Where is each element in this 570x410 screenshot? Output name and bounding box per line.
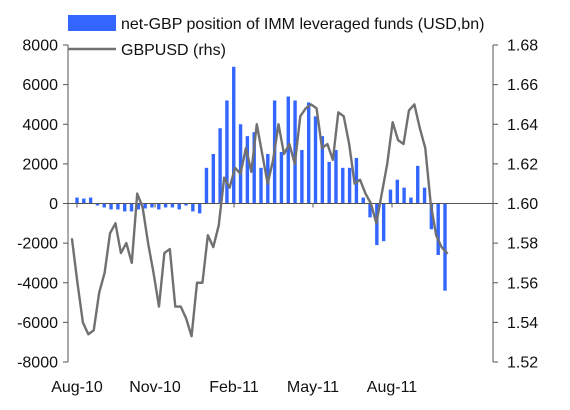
bar (116, 203, 120, 210)
bar (184, 203, 188, 206)
right-tick-label: 1.64 (507, 117, 538, 134)
line-layer (70, 103, 449, 338)
left-tick-label: -4000 (17, 275, 58, 292)
bar (320, 136, 325, 204)
left-tick-label: 0 (49, 196, 58, 213)
legend-bar-label: net-GBP position of IMM leveraged funds … (121, 16, 484, 33)
bar (143, 203, 147, 209)
bar (225, 100, 229, 204)
bar (341, 167, 345, 204)
left-tick-label: 8000 (22, 38, 58, 55)
bar (102, 203, 106, 208)
right-tick-label: 1.60 (507, 196, 538, 213)
bar (443, 203, 447, 291)
bar (429, 203, 434, 230)
axes-layer: -8000 -6000 -4000 -2000 0 2000 4000 6000 8000 1.5… (17, 38, 538, 397)
bar (395, 179, 399, 204)
x-tick-label: Aug-11 (367, 379, 418, 396)
legend-line-label: GBPUSD (rhs) (121, 42, 226, 59)
bar (259, 167, 263, 204)
left-tick-label: -6000 (17, 315, 58, 332)
bar (327, 161, 331, 204)
left-tick-label: 2000 (22, 156, 58, 173)
left-tick-label: -2000 (17, 236, 58, 253)
bar (170, 203, 175, 208)
bar (157, 203, 161, 210)
bar (245, 136, 250, 204)
bar (334, 150, 338, 204)
bar (286, 96, 290, 204)
bar (354, 157, 359, 204)
legend: net-GBP position of IMM leveraged funds … (68, 15, 484, 59)
bar (82, 198, 86, 204)
bar (368, 203, 372, 218)
bar (252, 132, 256, 204)
bar (123, 203, 127, 212)
right-tick-label: 1.56 (507, 275, 538, 292)
bar (232, 66, 236, 204)
x-tick-label: May-11 (287, 379, 339, 396)
x-tick-label: Nov-10 (129, 379, 181, 396)
bar (211, 153, 215, 204)
right-tick-label: 1.62 (507, 156, 538, 173)
bar (381, 203, 386, 242)
bar (95, 203, 100, 206)
legend-bar-swatch (68, 15, 116, 31)
right-tick-label: 1.52 (507, 355, 538, 372)
bar (177, 203, 181, 210)
bar (416, 165, 420, 204)
bar (163, 203, 168, 208)
bar (307, 102, 311, 204)
gbpusd-line (70, 103, 449, 338)
bar (361, 197, 365, 204)
bar (279, 151, 284, 204)
bar (436, 203, 440, 256)
bar (402, 187, 406, 204)
right-tick-label: 1.54 (507, 315, 538, 332)
left-tick-label: -8000 (17, 355, 58, 372)
bar (204, 167, 209, 204)
bar (150, 203, 154, 208)
bar (191, 203, 195, 212)
bar (136, 203, 141, 210)
bar (88, 197, 93, 204)
bar (300, 150, 304, 204)
right-tick-label: 1.66 (507, 77, 538, 94)
bar (388, 189, 393, 204)
bar (109, 203, 113, 210)
bar (313, 116, 318, 204)
bar (75, 197, 79, 204)
right-tick-label: 1.68 (507, 38, 538, 55)
bar (218, 128, 222, 204)
bar (197, 203, 202, 214)
left-tick-label: 4000 (22, 117, 58, 134)
x-tick-label: Aug-10 (51, 379, 103, 396)
left-tick-label: 6000 (22, 77, 58, 94)
bar (238, 124, 243, 204)
bar (129, 203, 134, 212)
x-tick-label: Feb-11 (209, 379, 259, 396)
bar (422, 187, 427, 204)
right-tick-label: 1.58 (507, 236, 538, 253)
bar (347, 167, 352, 204)
bar (409, 197, 413, 204)
